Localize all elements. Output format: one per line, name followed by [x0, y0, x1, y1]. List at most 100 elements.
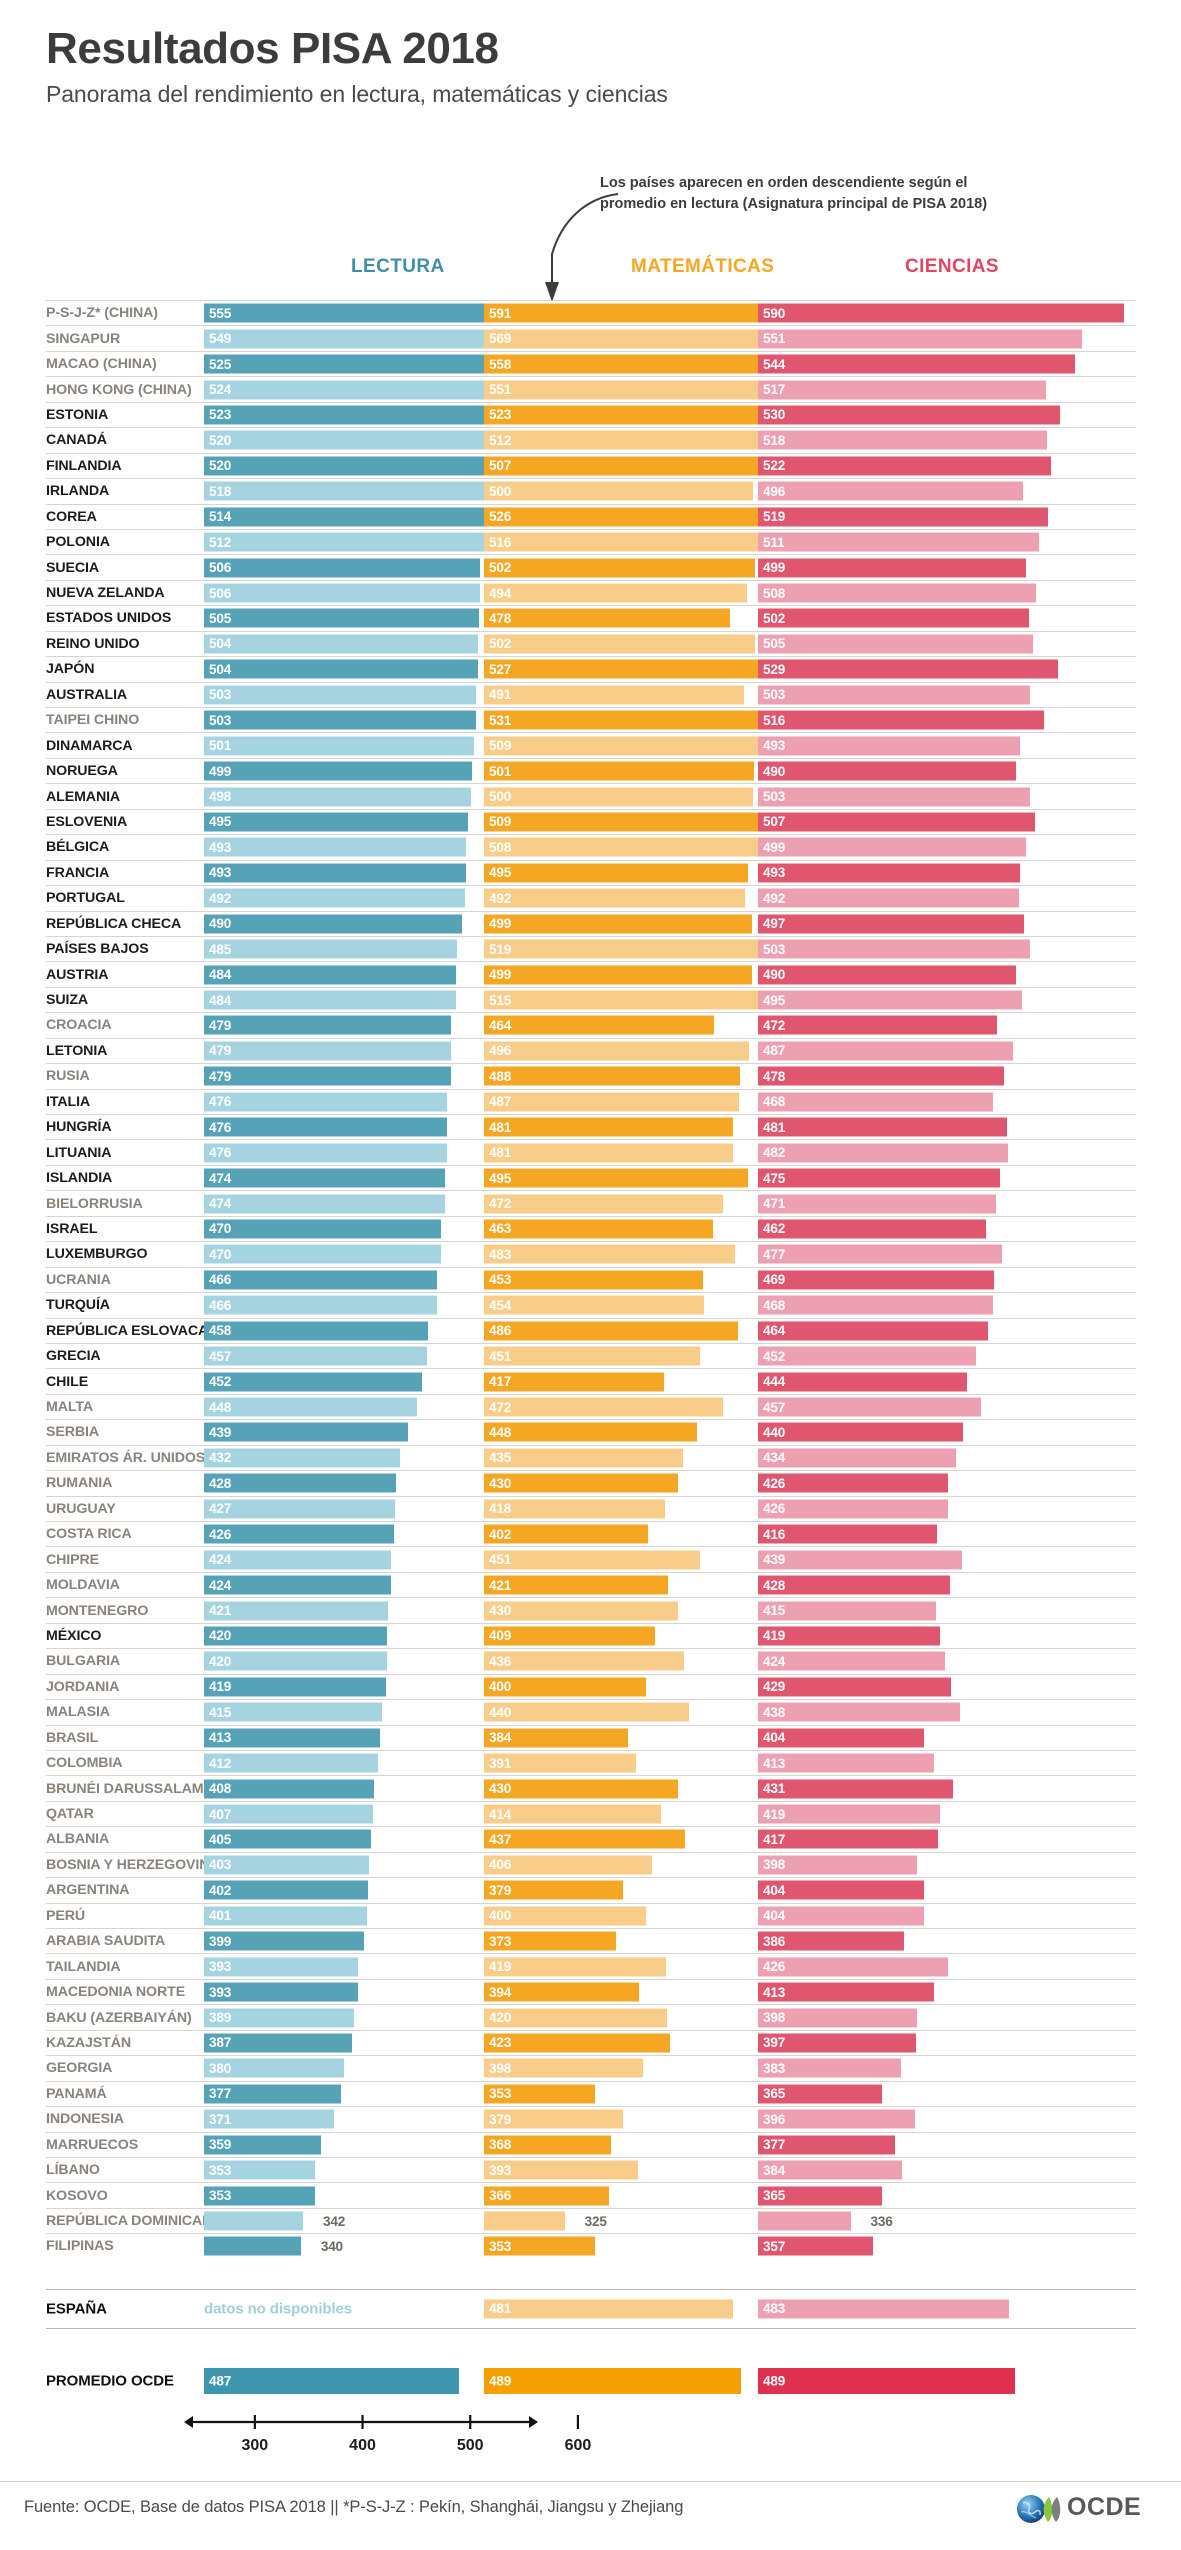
row-label-country: BIELORRUSIA [46, 1195, 143, 1212]
bar-track-ciencias: 469 [758, 1270, 1178, 1290]
bar-track-matematicas: 353 [484, 2084, 904, 2104]
bar-track-lectura: 426 [204, 1524, 624, 1544]
bar-track-ciencias: 426 [758, 1957, 1178, 1977]
spain-lectura-no-data: datos no disponibles [204, 2300, 353, 2318]
bar-track-ciencias: 471 [758, 1194, 1178, 1214]
table-row: AUSTRALIA 503 491 503 [46, 681, 1136, 707]
bar-track-matematicas: 499 [484, 965, 904, 985]
bar-track-matematicas: 496 [484, 1041, 904, 1061]
bar-track-matematicas: 494 [484, 583, 904, 603]
bar-track-ciencias: 424 [758, 1651, 1178, 1671]
bar-track-matematicas: 512 [484, 430, 904, 450]
bar-track-matematicas: 421 [484, 1575, 904, 1595]
bar-track-matematicas: 436 [484, 1651, 904, 1671]
bar-track-lectura: 458 [204, 1321, 624, 1341]
bar-track-ciencias: 384 [758, 2160, 1178, 2180]
bar-track-ciencias: 417 [758, 1829, 1178, 1849]
bar-track-matematicas: 515 [484, 990, 904, 1010]
bar-track-matematicas: 366 [484, 2186, 904, 2206]
row-label-country: GEORGIA [46, 2060, 113, 2077]
bar-track-lectura: 479 [204, 1041, 624, 1061]
table-row: ISRAEL 470 463 462 [46, 1215, 1136, 1241]
table-row: REPÚBLICA DOMINICANA 342 325 336 [46, 2207, 1136, 2233]
bar-track-ciencias: 475 [758, 1168, 1178, 1188]
bar-track-ciencias: 487 [758, 1041, 1178, 1061]
bar-track-lectura: 474 [204, 1168, 624, 1188]
row-label-country: MÉXICO [46, 1627, 102, 1644]
bar-track-matematicas: 569 [484, 329, 904, 349]
ocde-globe-icon [1017, 2495, 1061, 2523]
bar-track-matematicas: 448 [484, 1422, 904, 1442]
table-row: JAPÓN 504 527 529 [46, 656, 1136, 681]
bar-track-ciencias: 519 [758, 507, 1178, 527]
bar-track-ciencias: 416 [758, 1524, 1178, 1544]
row-label-country: PAÍSES BAJOS [46, 941, 149, 958]
table-row: INDONESIA 371 379 396 [46, 2106, 1136, 2131]
table-row: MACAO (CHINA) 525 558 544 [46, 350, 1136, 376]
bar-track-lectura: 432 [204, 1448, 624, 1468]
bar-track-matematicas: 440 [484, 1702, 904, 1722]
bar-track-matematicas: 464 [484, 1015, 904, 1035]
row-label-ocde-average: PROMEDIO OCDE [46, 2372, 174, 2390]
bar-track-ciencias: 462 [758, 1219, 1178, 1239]
axis-tick-label: 300 [241, 2436, 269, 2454]
ocde-lectura-track: 487 [204, 2367, 624, 2394]
row-label-country: COLOMBIA [46, 1755, 123, 1772]
bar-track-matematicas: 391 [484, 1753, 904, 1773]
spain-matematicas-track: 481 [484, 2299, 904, 2319]
bar-track-ciencias: 419 [758, 1804, 1178, 1824]
row-label-country: BÉLGICA [46, 839, 110, 856]
spain-ciencias-track: 483 [758, 2299, 1178, 2319]
bar-track-matematicas: 454 [484, 1295, 904, 1315]
bar-track-matematicas: 526 [484, 507, 904, 527]
bar-track-matematicas: 551 [484, 380, 904, 400]
bar-track-matematicas: 423 [484, 2033, 904, 2053]
bar-track-lectura: 466 [204, 1295, 624, 1315]
bar-track-matematicas: 488 [484, 1066, 904, 1086]
bar-track-lectura: 424 [204, 1550, 624, 1570]
row-label-country: REPÚBLICA CHECA [46, 915, 182, 932]
bar-track-lectura: 503 [204, 685, 624, 705]
bar-track-matematicas: 451 [484, 1550, 904, 1570]
table-row: QATAR 407 414 419 [46, 1800, 1136, 1826]
table-row: ALEMANIA 498 500 503 [46, 783, 1136, 808]
bar-track-lectura: 457 [204, 1346, 624, 1366]
table-row: MACEDONIA NORTE 393 394 413 [46, 1978, 1136, 2004]
table-row: REPÚBLICA ESLOVACA 458 486 464 [46, 1317, 1136, 1343]
page-subtitle: Panorama del rendimiento en lectura, mat… [46, 80, 668, 107]
table-row: BRUNÉI DARUSSALAM 408 430 431 [46, 1775, 1136, 1800]
row-label-country: ARABIA SAUDITA [46, 1933, 166, 1950]
ocde-logo: OCDE [1015, 2492, 1155, 2528]
bar-track-lectura: 393 [204, 1957, 624, 1977]
ocde-lectura-value: 487 [209, 2373, 232, 2389]
bar-track-lectura: 479 [204, 1066, 624, 1086]
table-row: SUIZA 484 515 495 [46, 986, 1136, 1012]
bar-track-lectura: 555 [204, 303, 624, 323]
row-label-country: BAKU (AZERBAIYÁN) [46, 2009, 192, 2026]
table-row: IRLANDA 518 500 496 [46, 478, 1136, 503]
bar-track-lectura: 518 [204, 481, 624, 501]
bar-track-lectura: 490 [204, 914, 624, 934]
row-label-country: JORDANIA [46, 1678, 120, 1695]
bar-track-lectura: 407 [204, 1804, 624, 1824]
row-label-country: PERÚ [46, 1907, 86, 1924]
row-label-country: REINO UNIDO [46, 635, 140, 652]
table-row: RUMANIA 428 430 426 [46, 1470, 1136, 1495]
table-row: CHILE 452 417 444 [46, 1368, 1136, 1393]
row-label-country: PANAMÁ [46, 2085, 107, 2102]
bar-track-matematicas: 420 [484, 2008, 904, 2028]
table-row: ITALIA 476 487 468 [46, 1088, 1136, 1114]
bar-track-matematicas: 435 [484, 1448, 904, 1468]
bar-track-lectura: 359 [204, 2135, 624, 2155]
bar-track-matematicas: 430 [484, 1473, 904, 1493]
bar-track-ciencias: 336 [758, 2211, 1178, 2231]
bar-track-lectura: 498 [204, 787, 624, 807]
bar-track-matematicas: 508 [484, 837, 904, 857]
row-label-country: RUMANIA [46, 1475, 113, 1492]
table-row: MALASIA 415 440 438 [46, 1699, 1136, 1724]
row-label-country: ESTADOS UNIDOS [46, 610, 172, 627]
bar-track-matematicas: 402 [484, 1524, 904, 1544]
bar-track-lectura: 401 [204, 1906, 624, 1926]
bar-track-lectura: 523 [204, 405, 624, 425]
table-row: SINGAPUR 549 569 551 [46, 325, 1136, 350]
